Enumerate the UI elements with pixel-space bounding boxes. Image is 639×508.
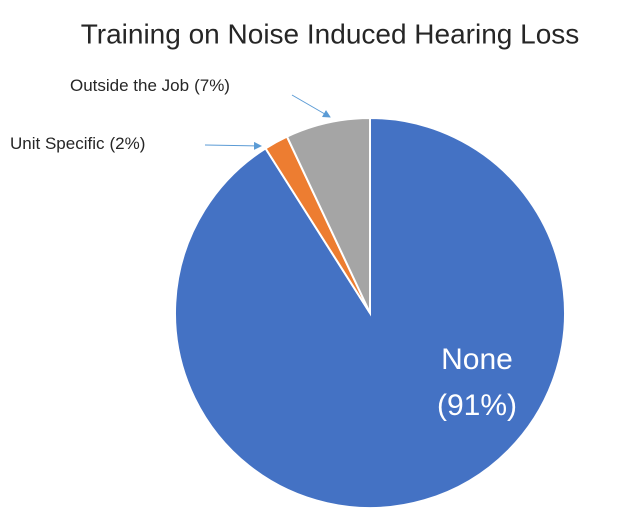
- slice-name: Outside the Job: [70, 76, 189, 95]
- slice-value-label: (91%): [437, 389, 517, 422]
- chart-title: Training on Noise Induced Hearing Loss: [81, 18, 580, 49]
- slice-label: Outside the Job (7%): [70, 76, 230, 95]
- leader-arrow: [204, 141, 262, 150]
- pie-slice: [285, 116, 371, 314]
- pie: [174, 116, 566, 508]
- slice-value-label: (2%): [109, 134, 145, 153]
- leader-arrow: [291, 94, 331, 118]
- slice-label: None: [441, 343, 513, 376]
- slice-name: Unit Specific: [10, 134, 105, 153]
- slice-value-label: (7%): [194, 76, 230, 95]
- slice-label: Unit Specific (2%): [10, 134, 145, 153]
